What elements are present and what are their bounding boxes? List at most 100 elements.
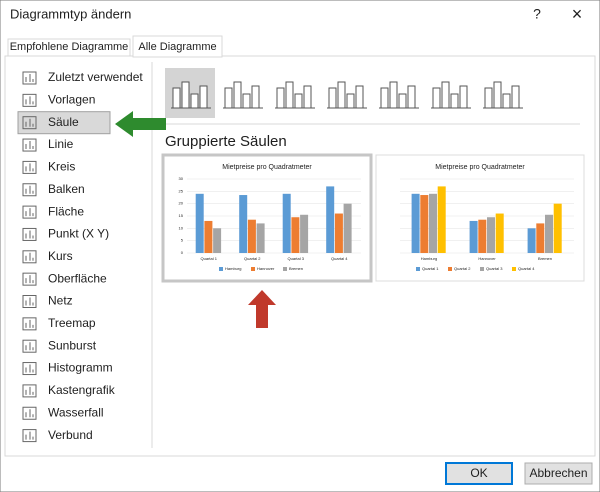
window-title: Diagrammtyp ändern xyxy=(10,6,131,21)
button-label[interactable]: Abbrechen xyxy=(529,466,587,480)
legend-label: Quartal 2 xyxy=(454,266,471,271)
type-label[interactable]: Kurs xyxy=(48,249,73,263)
type-label[interactable]: Vorlagen xyxy=(48,93,95,107)
legend-swatch xyxy=(219,267,223,271)
subtype-icon-bar xyxy=(346,93,355,109)
type-label[interactable]: Verbund xyxy=(48,428,93,442)
subtype-icon-bar xyxy=(407,85,416,109)
type-label[interactable]: Treemap xyxy=(48,316,96,330)
legend-swatch xyxy=(416,267,420,271)
type-label[interactable]: Säule xyxy=(48,115,79,129)
type-label[interactable]: Fläche xyxy=(48,204,84,218)
icon-frame xyxy=(22,138,37,152)
type-label[interactable]: Histogramm xyxy=(48,361,113,375)
legend-label: Quartal 1 xyxy=(422,266,439,271)
button[interactable] xyxy=(445,462,513,485)
subtype-title: Gruppierte Säulen xyxy=(165,133,287,150)
y-tick-label: 10 xyxy=(179,225,184,230)
x-tick-label: Quartal 1 xyxy=(201,256,218,261)
icon-frame xyxy=(22,339,37,353)
subtype-icon-bar xyxy=(224,87,233,109)
y-tick-label: 30 xyxy=(179,176,184,181)
bar xyxy=(300,214,309,253)
bar xyxy=(487,217,496,253)
y-tick-label: 15 xyxy=(179,213,184,218)
bar xyxy=(247,219,256,253)
icon-frame xyxy=(22,205,37,219)
type-icon xyxy=(22,116,37,130)
type-icon xyxy=(22,272,37,286)
subtype-icon-bar xyxy=(450,93,459,109)
icon-frame xyxy=(22,250,37,264)
legend-swatch xyxy=(448,267,452,271)
tab-label[interactable]: Empfohlene Diagramme xyxy=(10,41,129,53)
bar xyxy=(478,219,487,253)
icon-frame xyxy=(22,116,37,130)
subtype-icon-bar xyxy=(337,81,346,109)
subtype-icon-bar xyxy=(493,81,502,109)
subtype-icon-bar xyxy=(355,85,364,109)
x-tick-label: Quartal 2 xyxy=(244,256,261,261)
type-label[interactable]: Oberfläche xyxy=(48,271,107,285)
icon-frame xyxy=(22,160,37,174)
help-button[interactable]: ? xyxy=(533,6,541,22)
type-icon xyxy=(22,93,37,107)
close-button[interactable]: × xyxy=(572,4,583,24)
subtype-icon-bar xyxy=(441,81,450,109)
bar xyxy=(495,213,504,253)
red-arrow xyxy=(248,290,276,328)
y-tick-label: 20 xyxy=(179,201,184,206)
tab[interactable] xyxy=(7,38,131,57)
bar xyxy=(545,214,554,253)
type-label[interactable]: Wasserfall xyxy=(48,405,104,419)
type-icon xyxy=(22,295,37,308)
type-label[interactable]: Sunburst xyxy=(48,338,97,352)
type-label[interactable]: Zuletzt verwendet xyxy=(48,70,143,84)
subtype-icon-bar xyxy=(285,81,294,109)
bar xyxy=(213,228,222,253)
type-label[interactable]: Linie xyxy=(48,137,74,151)
bar xyxy=(343,203,352,253)
button[interactable] xyxy=(524,462,593,485)
type-label[interactable]: Balken xyxy=(48,182,85,196)
bar xyxy=(239,195,248,253)
subtype-icon-bar xyxy=(432,87,441,109)
legend-swatch xyxy=(251,267,255,271)
preview-title: Mietpreise pro Quadratmeter xyxy=(222,164,312,171)
icon-frame xyxy=(22,429,37,443)
type-icon xyxy=(22,160,37,174)
subtype-icon-bar xyxy=(294,93,303,109)
bar xyxy=(204,220,213,253)
green-arrow xyxy=(115,111,166,137)
legend-label: Quartal 3 xyxy=(486,266,503,271)
icon-frame xyxy=(22,272,37,286)
legend-swatch xyxy=(283,267,287,271)
type-label[interactable]: Kastengrafik xyxy=(48,383,116,397)
bar xyxy=(334,213,343,253)
bar xyxy=(282,193,291,253)
icon-frame xyxy=(22,183,37,197)
icon-frame xyxy=(22,317,37,331)
subtype-icon-bar xyxy=(199,85,208,109)
button-label[interactable]: OK xyxy=(470,466,487,480)
type-label[interactable]: Netz xyxy=(48,294,73,308)
bar xyxy=(326,186,335,253)
type-icon xyxy=(22,317,37,331)
subtype-icon-bar xyxy=(233,81,242,109)
type-label[interactable]: Kreis xyxy=(48,160,75,174)
x-tick-label: Hamburg xyxy=(421,256,437,261)
legend-swatch xyxy=(512,267,516,271)
type-icon xyxy=(22,429,37,443)
type-icon xyxy=(22,205,37,219)
tab[interactable] xyxy=(132,35,223,58)
icon-frame xyxy=(22,227,37,241)
x-tick-label: Hannover xyxy=(478,256,496,261)
tab-label[interactable]: Alle Diagramme xyxy=(138,41,216,53)
subtype-icon-bar xyxy=(502,93,511,109)
bar xyxy=(256,223,265,253)
legend-label: Bremen xyxy=(289,266,303,271)
x-tick-label: Quartal 3 xyxy=(288,256,305,261)
type-label[interactable]: Punkt (X Y) xyxy=(48,227,109,241)
bar xyxy=(411,193,420,253)
type-icon xyxy=(22,183,37,197)
